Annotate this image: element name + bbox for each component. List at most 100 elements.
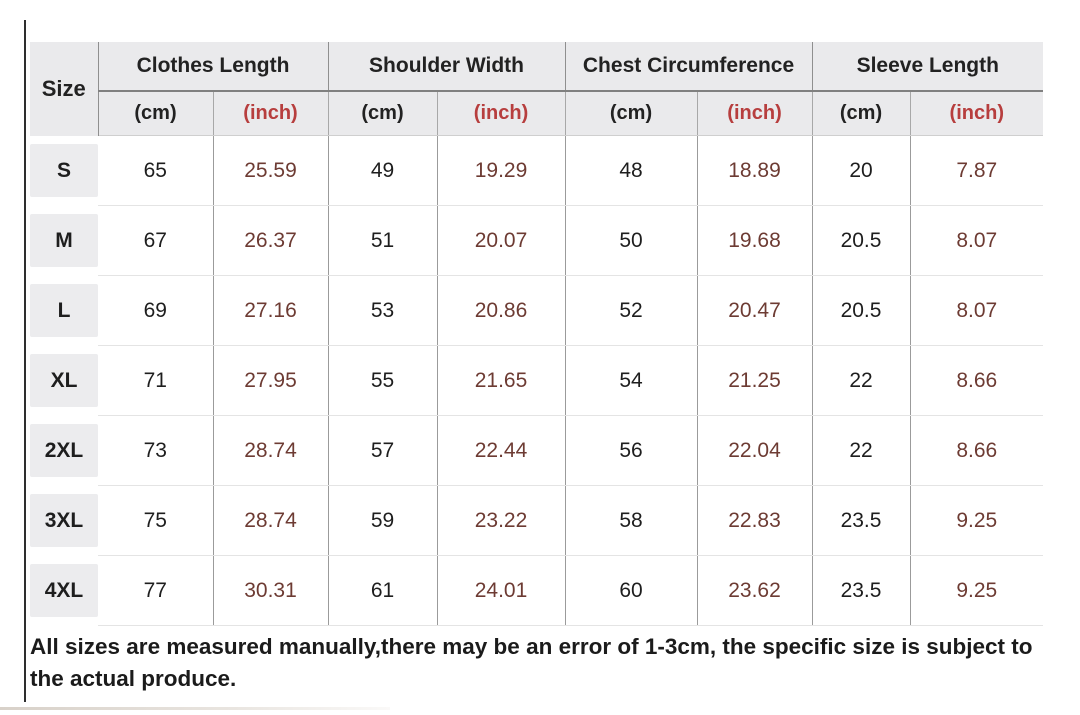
group-header-row: Size Clothes Length Shoulder Width Chest… <box>30 42 1044 136</box>
inch-value: 21.25 <box>696 345 813 416</box>
inch-value: 26.37 <box>212 205 329 276</box>
cm-value: 22 <box>811 415 911 486</box>
inch-value: 8.66 <box>909 415 1044 486</box>
table-row: XL 71 27.95 55 21.65 54 21.25 22 8.66 <box>30 345 1044 416</box>
left-border-line <box>24 20 26 702</box>
inch-value: 24.01 <box>436 555 566 626</box>
size-label: M <box>30 214 98 267</box>
cm-value: 56 <box>564 415 698 486</box>
table-row: M 67 26.37 51 20.07 50 19.68 20.5 8.07 <box>30 205 1044 276</box>
unit-header-row: (cm) (inch) (cm) (inch) (cm) (inch) (cm)… <box>30 91 1044 136</box>
cm-value: 77 <box>98 555 213 626</box>
size-chart-table: Size Clothes Length Shoulder Width Chest… <box>30 42 1044 626</box>
inch-value: 27.95 <box>212 345 329 416</box>
cm-value: 51 <box>327 205 438 276</box>
inch-value: 28.74 <box>212 485 329 556</box>
unit-header-inch: (inch) <box>909 91 1044 136</box>
col-group-shoulder-width: Shoulder Width <box>327 42 566 92</box>
unit-header-cm: (cm) <box>327 91 438 136</box>
cm-value: 67 <box>98 205 213 276</box>
size-label: XL <box>30 354 98 407</box>
inch-value: 25.59 <box>212 135 329 206</box>
inch-value: 23.62 <box>696 555 813 626</box>
cm-value: 20 <box>811 135 911 206</box>
cm-value: 61 <box>327 555 438 626</box>
cm-value: 48 <box>564 135 698 206</box>
table-row: 3XL 75 28.74 59 23.22 58 22.83 23.5 9.25 <box>30 485 1044 556</box>
unit-header-cm: (cm) <box>811 91 911 136</box>
cm-value: 23.5 <box>811 485 911 556</box>
size-cell: M <box>30 206 98 276</box>
inch-value: 27.16 <box>212 275 329 346</box>
unit-header-cm: (cm) <box>97 91 213 136</box>
cm-value: 52 <box>564 275 698 346</box>
cm-value: 50 <box>564 205 698 276</box>
col-group-chest-circumference: Chest Circumference <box>564 42 813 92</box>
table-row: 2XL 73 28.74 57 22.44 56 22.04 22 8.66 <box>30 415 1044 486</box>
unit-header-inch: (inch) <box>696 91 813 136</box>
inch-value: 9.25 <box>909 485 1044 556</box>
cm-value: 55 <box>327 345 438 416</box>
inch-value: 23.22 <box>436 485 566 556</box>
inch-value: 20.86 <box>436 275 566 346</box>
cm-value: 22 <box>811 345 911 416</box>
inch-value: 19.68 <box>696 205 813 276</box>
bottom-edge-strip-light <box>0 707 390 710</box>
size-cell: S <box>30 136 98 206</box>
inch-value: 8.07 <box>909 275 1044 346</box>
size-label: 3XL <box>30 494 98 547</box>
cm-value: 54 <box>564 345 698 416</box>
cm-value: 58 <box>564 485 698 556</box>
unit-header-inch: (inch) <box>436 91 566 136</box>
inch-value: 28.74 <box>212 415 329 486</box>
inch-value: 30.31 <box>212 555 329 626</box>
table-row: 4XL 77 30.31 61 24.01 60 23.62 23.5 9.25 <box>30 555 1044 626</box>
size-cell: 4XL <box>30 556 98 626</box>
size-label: 4XL <box>30 564 98 617</box>
cm-value: 73 <box>98 415 213 486</box>
cm-value: 20.5 <box>811 275 911 346</box>
cm-value: 20.5 <box>811 205 911 276</box>
table-row: L 69 27.16 53 20.86 52 20.47 20.5 8.07 <box>30 275 1044 346</box>
size-cell: XL <box>30 346 98 416</box>
measurement-note: All sizes are measured manually,there ma… <box>30 634 1033 692</box>
cm-value: 57 <box>327 415 438 486</box>
table-body: S 65 25.59 49 19.29 48 18.89 20 7.87 M 67 26.37 51 20… <box>30 135 1044 626</box>
inch-value: 19.29 <box>436 135 566 206</box>
cm-value: 59 <box>327 485 438 556</box>
cm-value: 75 <box>98 485 213 556</box>
bottom-edge-strip-dark <box>115 709 1080 715</box>
inch-value: 22.44 <box>436 415 566 486</box>
col-group-sleeve-length: Sleeve Length <box>811 42 1044 92</box>
size-label: 2XL <box>30 424 98 477</box>
inch-value: 21.65 <box>436 345 566 416</box>
inch-value: 22.83 <box>696 485 813 556</box>
cm-value: 69 <box>98 275 213 346</box>
inch-value: 8.66 <box>909 345 1044 416</box>
size-cell: 3XL <box>30 486 98 556</box>
size-column-header: Size <box>30 42 99 136</box>
size-cell: 2XL <box>30 416 98 486</box>
cm-value: 53 <box>327 275 438 346</box>
unit-header-cm: (cm) <box>564 91 698 136</box>
cm-value: 49 <box>327 135 438 206</box>
inch-value: 7.87 <box>909 135 1044 206</box>
table-row: S 65 25.59 49 19.29 48 18.89 20 7.87 <box>30 135 1044 206</box>
size-cell: L <box>30 276 98 346</box>
cm-value: 71 <box>98 345 213 416</box>
unit-header-inch: (inch) <box>212 91 329 136</box>
cm-value: 65 <box>98 135 213 206</box>
inch-value: 18.89 <box>696 135 813 206</box>
cm-value: 60 <box>564 555 698 626</box>
inch-value: 20.47 <box>696 275 813 346</box>
col-group-clothes-length: Clothes Length <box>97 42 329 92</box>
inch-value: 20.07 <box>436 205 566 276</box>
table-header: Size Clothes Length Shoulder Width Chest… <box>30 42 1044 136</box>
inch-value: 22.04 <box>696 415 813 486</box>
inch-value: 8.07 <box>909 205 1044 276</box>
size-label: S <box>30 144 98 197</box>
cm-value: 23.5 <box>811 555 911 626</box>
inch-value: 9.25 <box>909 555 1044 626</box>
size-label: L <box>30 284 98 337</box>
